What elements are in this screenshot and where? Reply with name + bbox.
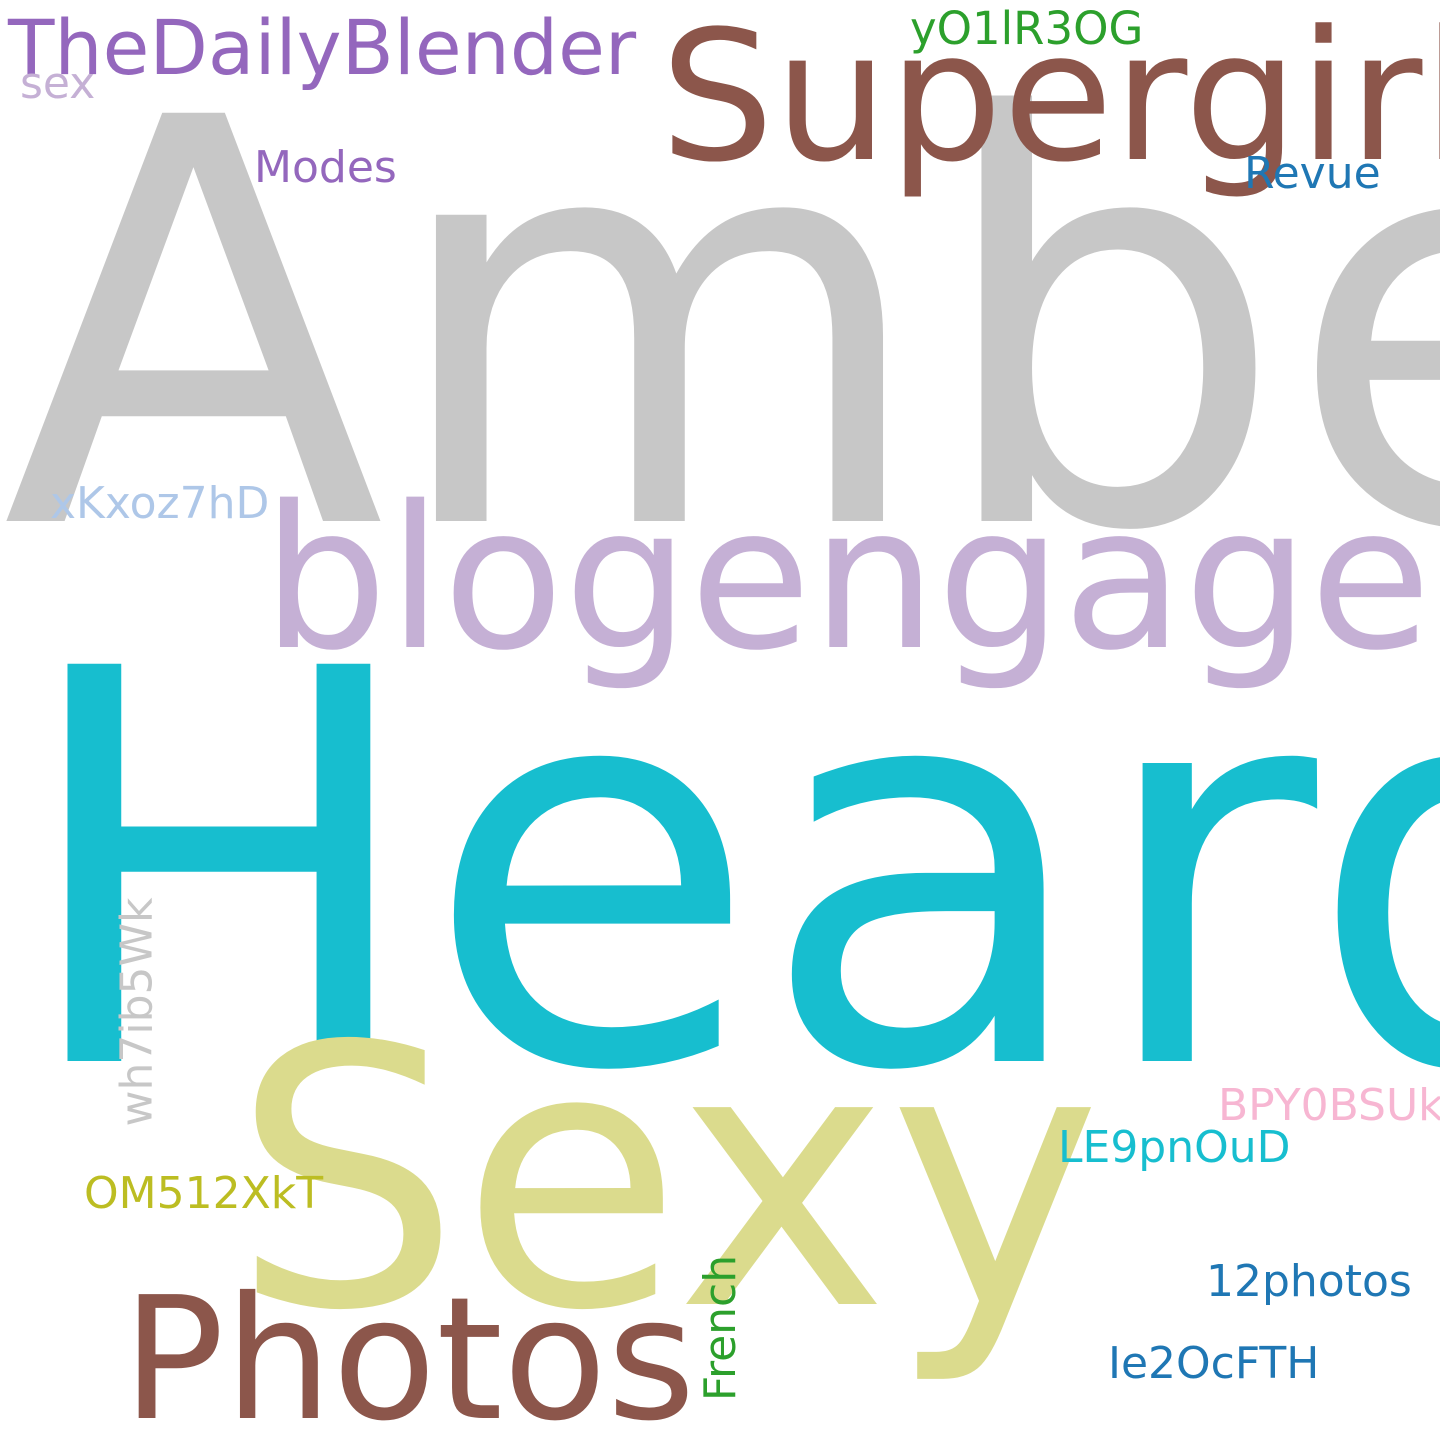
word-thedailyblender: TheDailyBlender — [8, 3, 637, 92]
word-bpy0bsuk: BPY0BSUk — [1218, 1080, 1440, 1131]
word-amber: Amber — [2, 2, 1440, 654]
word-ie2ocfth: Ie2OcFTH — [1108, 1338, 1320, 1389]
word-supergirl: Supergirl — [660, 0, 1440, 202]
word-french: French — [695, 1254, 747, 1402]
word-wh7ib5wk: wh7ib5Wk — [111, 897, 163, 1127]
word-modes: Modes — [254, 142, 397, 193]
word-sexy: Sexy — [232, 970, 1102, 1389]
word-blogengage: blogengage — [262, 463, 1432, 694]
word-12photos: 12photos — [1206, 1256, 1412, 1307]
word-sex: sex — [20, 58, 96, 109]
word-le9pn0ud: LE9pnOuD — [1058, 1122, 1291, 1173]
word-xkxoz7hd: xKxoz7hD — [50, 478, 270, 529]
word-om512xkt: OM512XkT — [84, 1168, 324, 1219]
word-heard: Heard — [14, 555, 1440, 1190]
word-photos: Photos — [122, 1261, 696, 1440]
word-y01lr30g: yO1lR3OG — [910, 2, 1144, 55]
word-revue: Revue — [1244, 148, 1381, 199]
